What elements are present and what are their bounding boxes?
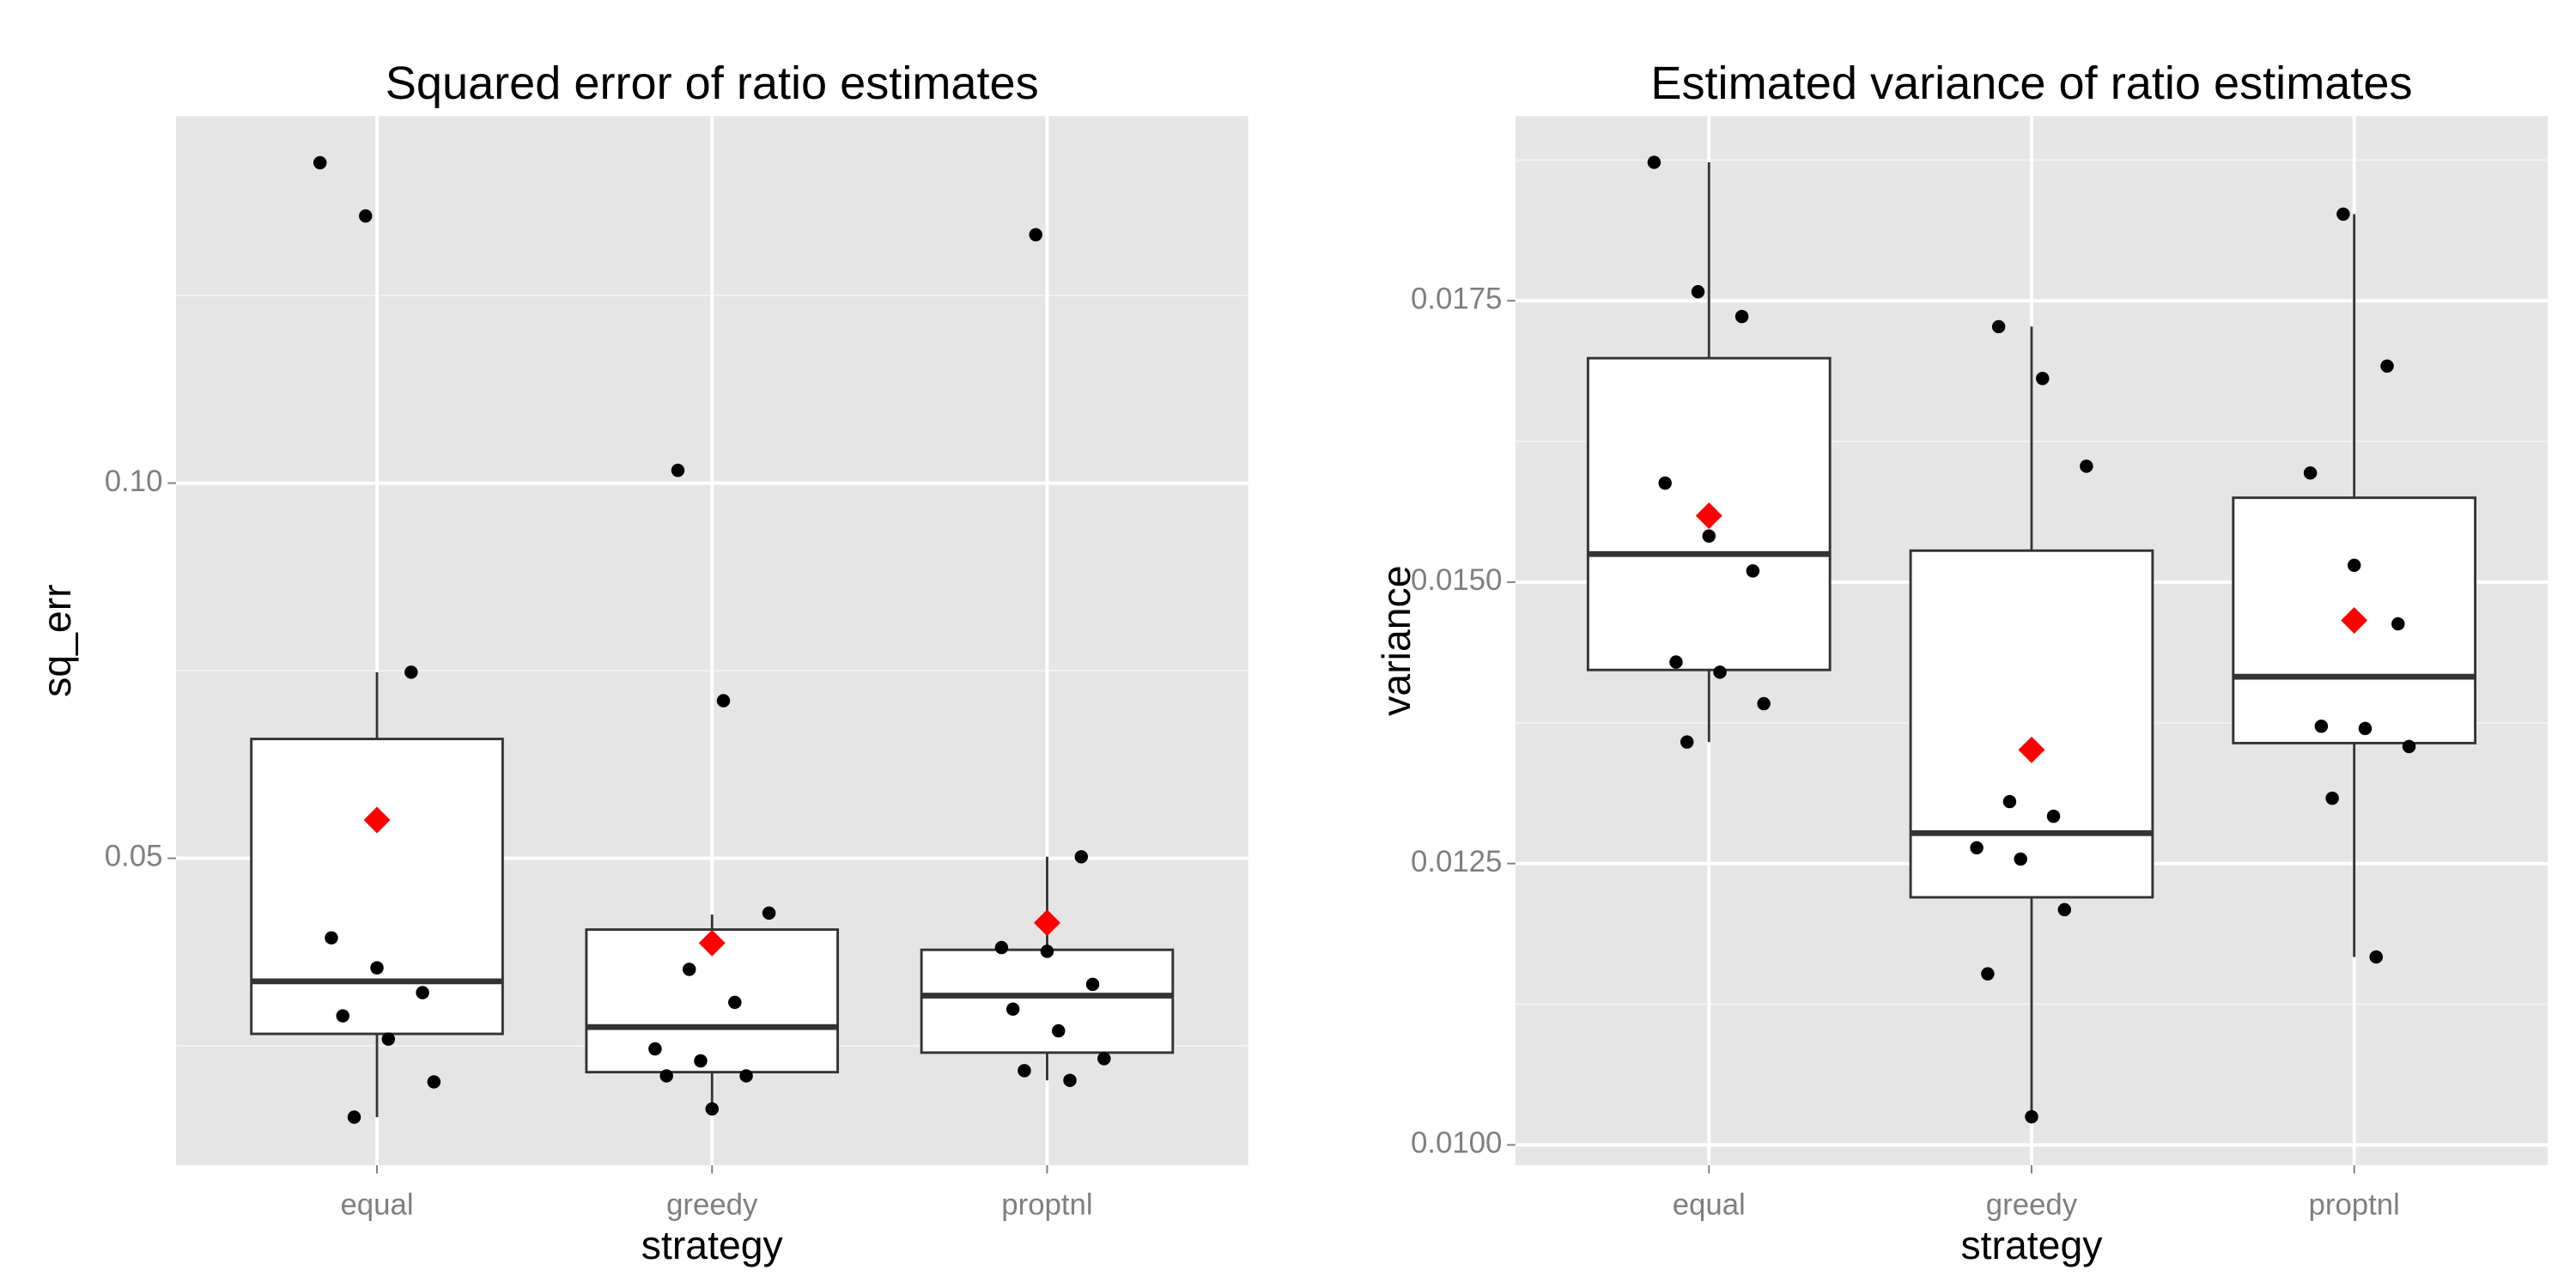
- x-tick-label: greedy: [666, 1188, 758, 1221]
- box: [1909, 549, 2154, 899]
- data-point: [2380, 359, 2394, 374]
- data-point: [2314, 720, 2329, 733]
- chart-title: Squared error of ratio estimates: [386, 58, 1039, 109]
- data-point: [762, 906, 776, 920]
- data-point: [325, 931, 338, 945]
- data-point: [2303, 466, 2318, 480]
- chart-title: Estimated variance of ratio estimates: [1650, 58, 2412, 109]
- data-point: [404, 665, 418, 679]
- data-point: [1981, 967, 1995, 981]
- x-axis-label: strategy: [641, 1223, 784, 1267]
- data-point: [994, 940, 1009, 955]
- data-point: [347, 1110, 361, 1124]
- data-point: [2402, 739, 2416, 754]
- data-point: [682, 963, 696, 976]
- data-point: [1085, 977, 1100, 992]
- data-point: [1735, 309, 1749, 324]
- data-point: [1052, 1024, 1066, 1038]
- data-point: [1074, 850, 1089, 864]
- data-point: [1991, 319, 2006, 334]
- data-point: [739, 1069, 753, 1083]
- y-tick-label: 0.0175: [1411, 283, 1502, 315]
- box: [250, 738, 504, 1036]
- data-point: [705, 1102, 719, 1116]
- data-point: [728, 995, 742, 1010]
- data-point: [1029, 228, 1042, 242]
- y-tick-label: 0.10: [105, 465, 163, 498]
- y-axis-label: sq_err: [34, 584, 79, 696]
- x-tick-label: equal: [340, 1188, 413, 1221]
- data-point: [1005, 1002, 1020, 1016]
- data-point: [671, 464, 685, 477]
- data-point: [2369, 950, 2383, 964]
- data-point: [2025, 1109, 2038, 1124]
- data-point: [2325, 791, 2339, 805]
- data-point: [716, 694, 731, 708]
- data-point: [313, 155, 327, 170]
- data-point: [1018, 1064, 1031, 1078]
- data-point: [2336, 207, 2350, 222]
- x-tick-label: proptnl: [2309, 1188, 2400, 1221]
- data-point: [1063, 1073, 1077, 1087]
- data-point: [1669, 655, 1683, 669]
- data-point: [359, 209, 373, 223]
- data-point: [2080, 459, 2093, 473]
- x-axis-label: strategy: [1960, 1223, 2103, 1267]
- data-point: [1746, 564, 1760, 578]
- data-point: [1647, 155, 1662, 169]
- data-point: [1757, 696, 1771, 711]
- data-point: [2046, 809, 2061, 823]
- data-point: [370, 961, 384, 975]
- y-tick-label: 0.0100: [1411, 1127, 1502, 1160]
- data-point: [659, 1069, 673, 1083]
- data-point: [648, 1042, 662, 1056]
- data-point: [1097, 1052, 1111, 1066]
- data-point: [1970, 841, 1984, 855]
- y-tick-label: 0.0125: [1411, 846, 1502, 878]
- data-point: [694, 1054, 708, 1068]
- data-point: [2014, 852, 2027, 866]
- data-point: [2036, 371, 2050, 386]
- data-point: [381, 1032, 396, 1046]
- data-point: [2391, 617, 2405, 631]
- y-tick-label: 0.0150: [1411, 564, 1502, 597]
- data-point: [1040, 945, 1054, 958]
- data-point: [1680, 735, 1694, 749]
- mean-marker: [2018, 736, 2045, 763]
- data-point: [1691, 285, 1705, 299]
- box: [920, 948, 1175, 1054]
- data-point: [2057, 902, 2072, 917]
- data-point: [2002, 794, 2017, 809]
- x-tick-label: greedy: [1986, 1188, 2078, 1221]
- y-tick-label: 0.05: [105, 841, 163, 873]
- data-point: [1713, 665, 1727, 679]
- data-point: [336, 1009, 349, 1023]
- y-axis-label: variance: [1374, 565, 1419, 715]
- data-point: [416, 986, 429, 999]
- x-tick-label: proptnl: [1001, 1188, 1092, 1221]
- data-point: [1702, 529, 1716, 543]
- x-tick-label: equal: [1673, 1188, 1746, 1221]
- data-point: [427, 1075, 441, 1089]
- data-point: [2347, 558, 2361, 573]
- mean-marker: [363, 806, 391, 834]
- data-point: [1658, 476, 1672, 490]
- data-point: [2358, 721, 2372, 736]
